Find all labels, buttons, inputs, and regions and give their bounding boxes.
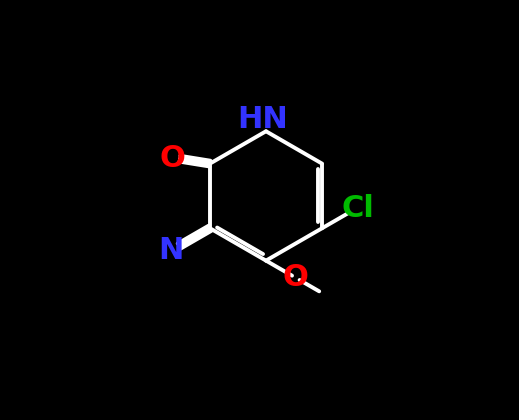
Text: O: O [160,144,186,173]
Text: HN: HN [237,105,288,134]
Text: O: O [282,263,308,292]
Text: N: N [159,236,184,265]
Text: Cl: Cl [341,194,374,223]
